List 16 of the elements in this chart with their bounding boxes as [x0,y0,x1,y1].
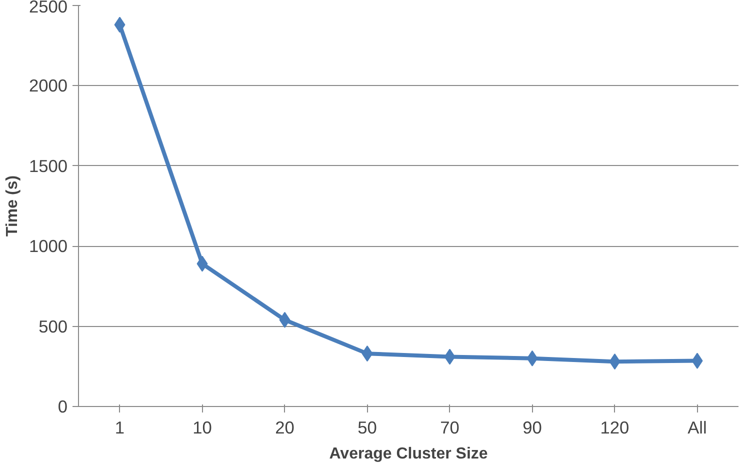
x-tick-label: 90 [522,418,542,438]
y-axis-title: Time (s) [4,175,21,237]
x-axis-title: Average Cluster Size [329,446,488,462]
x-tick-label: 10 [192,418,212,438]
x-tick-label: 1 [114,418,125,438]
y-tick-label: 2500 [28,0,68,16]
x-tick-label: 50 [358,418,377,438]
y-tick-label: 1000 [28,236,68,256]
y-tick-label: 500 [38,316,68,336]
y-tick-label: 2000 [28,76,68,96]
x-tick-label: All [688,418,707,438]
y-tick-label: 1500 [28,156,68,176]
x-tick-label: 20 [275,418,294,438]
x-tick-label: 120 [600,418,630,438]
y-tick-label: 0 [58,396,68,416]
x-tick-label: 70 [440,418,460,438]
